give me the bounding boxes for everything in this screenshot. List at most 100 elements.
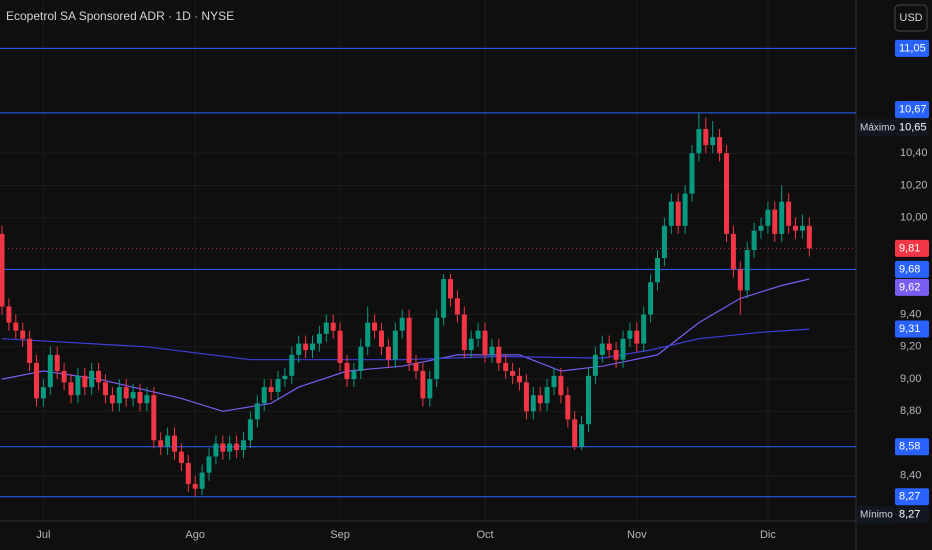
x-tick-label: Sep	[330, 529, 350, 541]
candle-body	[641, 314, 647, 344]
price-label-box	[895, 39, 929, 57]
candle-body	[68, 382, 74, 396]
candle-body	[434, 317, 440, 380]
candle-body	[744, 250, 750, 291]
candle-body	[441, 279, 447, 318]
price-label: 10,67	[899, 104, 927, 116]
candle-body	[130, 391, 136, 399]
candle-body	[772, 209, 778, 234]
candle-body	[413, 362, 419, 371]
candle-body	[475, 330, 481, 339]
candle-body	[282, 375, 288, 380]
candle-body	[365, 322, 371, 347]
candle-body	[227, 443, 233, 452]
price-label: 9,81	[899, 242, 920, 254]
candle-body	[351, 370, 357, 380]
x-tick-label: Ago	[185, 529, 205, 541]
candle-body	[558, 375, 564, 396]
price-label-box	[895, 119, 929, 137]
candle-body	[178, 451, 184, 463]
candle-body	[737, 269, 743, 291]
candle-body	[779, 201, 785, 234]
chart-title: Ecopetrol SA Sponsored ADR · 1D · NYSE	[6, 9, 234, 23]
price-label-box	[895, 488, 929, 506]
price-label: 11,05	[899, 42, 926, 54]
currency-button[interactable]	[894, 4, 928, 32]
candle-body	[296, 343, 302, 355]
candle-body	[337, 330, 343, 363]
candle-body	[758, 225, 764, 231]
candle-body	[530, 395, 536, 412]
candle-body	[213, 443, 219, 457]
moving-average	[1, 328, 810, 361]
candle-body	[496, 346, 502, 363]
price-label-box	[895, 260, 929, 278]
x-tick-label: Nov	[627, 529, 647, 541]
candle-body	[586, 375, 591, 425]
y-tick-label: 10,40	[900, 147, 928, 159]
price-label-box	[895, 320, 929, 338]
candle-body	[682, 193, 688, 226]
candle-body	[109, 395, 115, 404]
candle-body	[206, 456, 212, 473]
candle-body	[799, 225, 805, 231]
candle-body	[406, 317, 412, 363]
price-tag-box	[857, 506, 894, 524]
candle-body	[185, 462, 191, 484]
candle-body	[192, 483, 198, 489]
candle-body	[372, 322, 378, 331]
candle-body	[655, 258, 660, 283]
candle-body	[510, 370, 516, 376]
candle-body	[137, 391, 143, 404]
candle-body	[96, 370, 102, 383]
candle-body	[724, 153, 729, 234]
candle-body	[668, 201, 674, 226]
candle-body	[54, 354, 60, 371]
candle-body	[385, 346, 391, 360]
candle-body	[503, 362, 509, 371]
candle-body	[627, 330, 633, 339]
candle-body	[717, 137, 723, 154]
candle-body	[489, 346, 495, 355]
candle-body	[565, 395, 571, 420]
candle-body	[310, 343, 315, 351]
candle-body	[710, 137, 716, 146]
y-tick-label: 8,40	[900, 470, 921, 482]
candle-body	[158, 440, 164, 447]
price-label: 9,31	[899, 323, 920, 335]
candle-body	[399, 317, 405, 331]
price-label: 9,62	[899, 281, 920, 293]
candle-body	[592, 354, 598, 376]
price-tag: Mínimo	[860, 509, 893, 520]
candle-body	[786, 201, 792, 226]
candle-body	[47, 354, 53, 388]
y-tick-label: 10,00	[900, 212, 928, 224]
candle-body	[289, 354, 295, 376]
candle-body	[537, 395, 543, 404]
candle-body	[61, 370, 67, 383]
y-tick-label: 9,40	[900, 308, 921, 320]
candle-body	[165, 435, 171, 447]
candle-body	[151, 395, 157, 441]
candle-body	[247, 419, 253, 441]
y-tick-label: 9,20	[900, 341, 921, 353]
candle-body	[793, 225, 798, 231]
candle-body	[620, 338, 626, 360]
candle-body	[27, 338, 33, 363]
candle-body	[172, 435, 177, 452]
price-label-box	[895, 101, 929, 119]
y-tick-label: 9,00	[900, 373, 921, 385]
currency-label[interactable]: USD	[899, 12, 922, 24]
candle-body	[696, 129, 702, 154]
x-tick-label: Dic	[760, 529, 776, 541]
price-label: 8,27	[899, 491, 920, 503]
price-label-box	[895, 438, 929, 456]
candle-body	[34, 362, 39, 399]
candle-body	[268, 387, 274, 392]
candle-body	[20, 330, 26, 339]
candle-body	[468, 338, 474, 351]
price-label: 8,58	[899, 441, 920, 453]
candle-body	[648, 282, 654, 315]
candle-body	[427, 379, 433, 399]
